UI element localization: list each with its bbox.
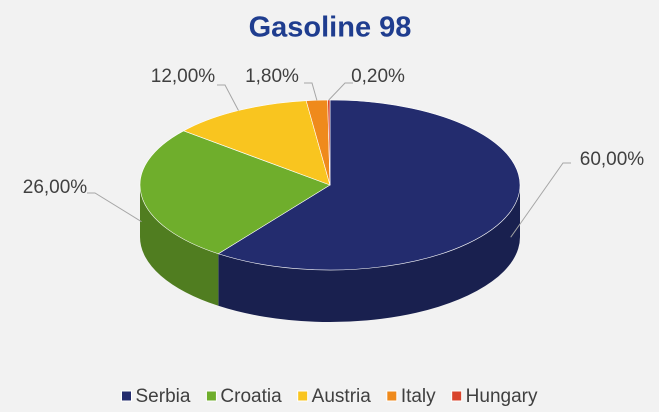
legend-swatch xyxy=(297,390,309,402)
pie-slice xyxy=(139,130,331,255)
leader-line xyxy=(304,82,318,101)
chart-title: Gasoline 98 xyxy=(249,12,412,44)
legend-label: Italy xyxy=(401,386,436,407)
legend-label: Austria xyxy=(312,386,372,407)
data-label: 60,00% xyxy=(580,149,645,170)
data-label: 12,00% xyxy=(151,66,216,87)
pie-slice xyxy=(182,100,331,186)
legend-label: Hungary xyxy=(466,386,538,407)
leader-line xyxy=(328,82,353,101)
pie-wall xyxy=(218,185,520,322)
pie-slice xyxy=(327,99,331,186)
pie-slice xyxy=(217,99,521,271)
legend-label: Croatia xyxy=(220,386,282,407)
legend-swatch xyxy=(121,390,132,402)
data-label: 26,00% xyxy=(23,177,88,198)
data-label: 0,20% xyxy=(351,66,405,87)
legend-swatch xyxy=(386,390,398,402)
legend-swatch xyxy=(451,390,463,402)
leader-line xyxy=(87,192,142,223)
pie-wall xyxy=(140,185,219,306)
legend-label: Serbia xyxy=(136,386,191,407)
data-label: 1,80% xyxy=(245,66,299,87)
leader-line xyxy=(217,84,239,111)
leader-line xyxy=(510,162,571,238)
legend-swatch xyxy=(205,390,217,402)
